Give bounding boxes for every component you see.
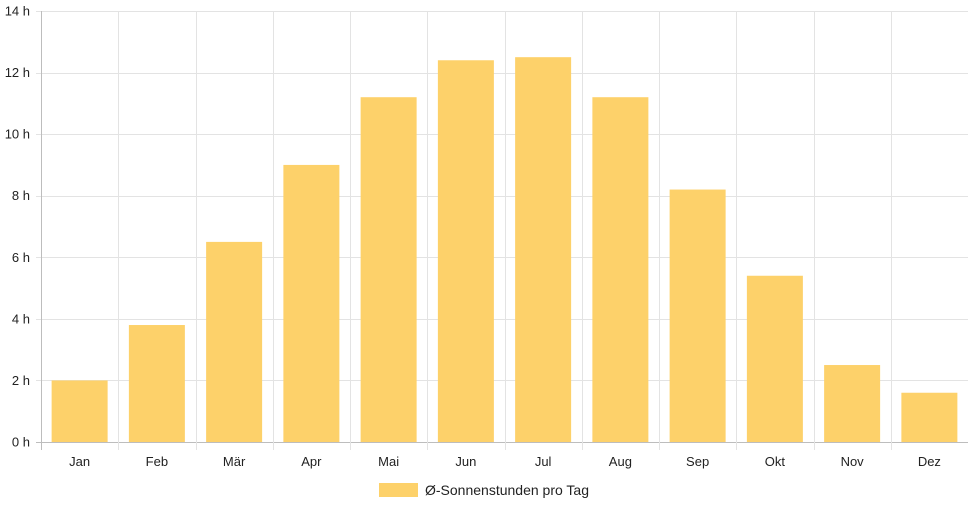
- x-tick-label: Dez: [918, 454, 941, 469]
- x-tick-label: Mär: [223, 454, 246, 469]
- y-tick-label: 8 h: [12, 188, 30, 203]
- legend[interactable]: Ø-Sonnenstunden pro Tag: [379, 482, 589, 498]
- grid: [36, 11, 968, 450]
- bar[interactable]: [669, 189, 726, 442]
- bar[interactable]: [824, 365, 881, 442]
- bar[interactable]: [206, 241, 263, 442]
- y-tick-label: 0 h: [12, 435, 30, 450]
- x-tick-label: Sep: [686, 454, 709, 469]
- bar[interactable]: [360, 97, 417, 442]
- bar[interactable]: [515, 57, 572, 443]
- y-tick-label: 6 h: [12, 250, 30, 265]
- bar[interactable]: [51, 380, 108, 442]
- y-tick-label: 10 h: [5, 127, 30, 142]
- x-tick-label: Aug: [609, 454, 632, 469]
- x-tick-label: Feb: [146, 454, 168, 469]
- y-tick-label: 14 h: [5, 4, 30, 19]
- bar[interactable]: [746, 275, 803, 442]
- bar[interactable]: [592, 97, 649, 442]
- x-tick-label: Okt: [765, 454, 786, 469]
- y-tick-label: 4 h: [12, 311, 30, 326]
- bars: [51, 57, 958, 443]
- x-tick-label: Jul: [535, 454, 552, 469]
- x-tick-label: Mai: [378, 454, 399, 469]
- x-tick-label: Jan: [69, 454, 90, 469]
- legend-label[interactable]: Ø-Sonnenstunden pro Tag: [425, 482, 589, 498]
- x-axis: Jan Feb Mär Apr Mai Jun Jul Aug Sep Okt Nov Dez: [69, 454, 941, 469]
- y-axis: 0 h 2 h 4 h 6 h 8 h 10 h 12 h 14 h: [5, 4, 30, 450]
- x-tick-label: Apr: [301, 454, 322, 469]
- y-tick-label: 2 h: [12, 373, 30, 388]
- bar[interactable]: [437, 60, 494, 442]
- bar[interactable]: [283, 164, 340, 442]
- legend-swatch[interactable]: [379, 483, 418, 497]
- x-tick-label: Nov: [841, 454, 865, 469]
- x-tick-label: Jun: [455, 454, 476, 469]
- y-tick-label: 12 h: [5, 65, 30, 80]
- bar[interactable]: [901, 392, 958, 442]
- bar[interactable]: [128, 325, 185, 442]
